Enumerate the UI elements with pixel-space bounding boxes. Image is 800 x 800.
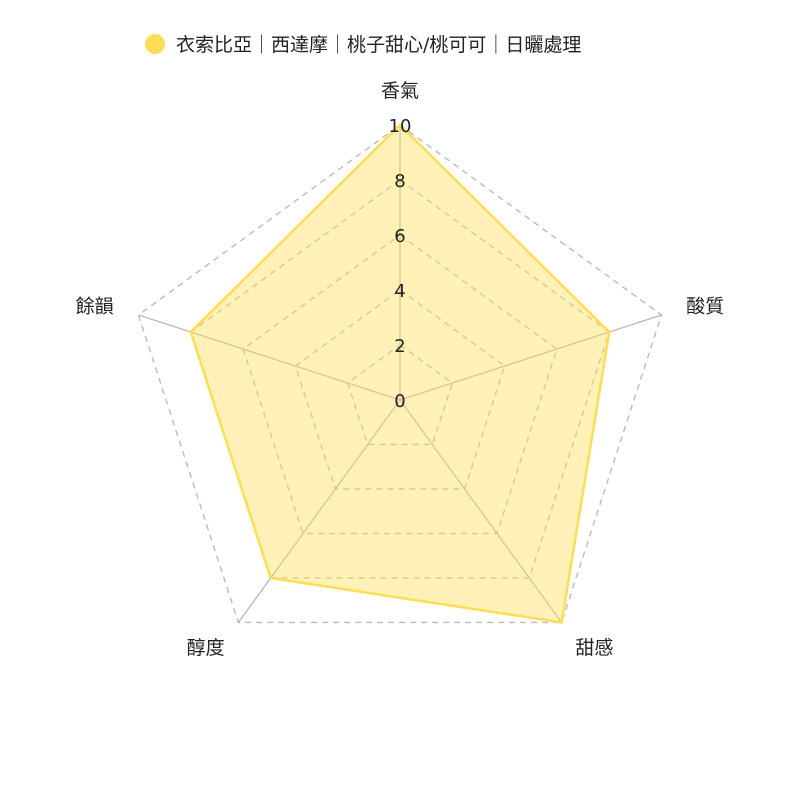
legend-marker-0 [145,34,165,54]
tick-label-6: 6 [394,226,405,247]
legend-label-0: 衣索比亞｜西達摩｜桃子甜心/桃可可｜日曬處理 [176,34,581,56]
grid-ring-6 [242,234,558,535]
spoke-3 [237,399,401,623]
spoke-2 [399,399,563,623]
radar-grid [137,124,663,624]
spoke-1 [399,314,662,401]
grid-ring-2 [346,344,454,446]
tick-label-8: 8 [394,171,405,192]
axis-label-4: 餘韻 [76,296,114,318]
radar-tick-labels: 0 2 4 6 8 10 [389,116,412,412]
tick-label-4: 4 [394,281,405,302]
axis-label-1: 酸質 [686,296,724,318]
grid-ring-10 [137,124,663,624]
tick-label-0: 0 [394,391,405,412]
tick-label-2: 2 [394,336,405,357]
axis-label-3: 醇度 [187,637,225,659]
axis-label-0: 香氣 [381,80,419,102]
grid-ring-4 [294,289,506,490]
tick-label-10: 10 [389,116,412,137]
radar-spokes [138,125,662,623]
legend: 衣索比亞｜西達摩｜桃子甜心/桃可可｜日曬處理 [145,34,581,56]
series-polygon-0 [189,123,611,624]
radar-series [189,123,611,624]
spoke-4 [138,314,401,401]
axis-label-2: 甜感 [575,637,613,659]
